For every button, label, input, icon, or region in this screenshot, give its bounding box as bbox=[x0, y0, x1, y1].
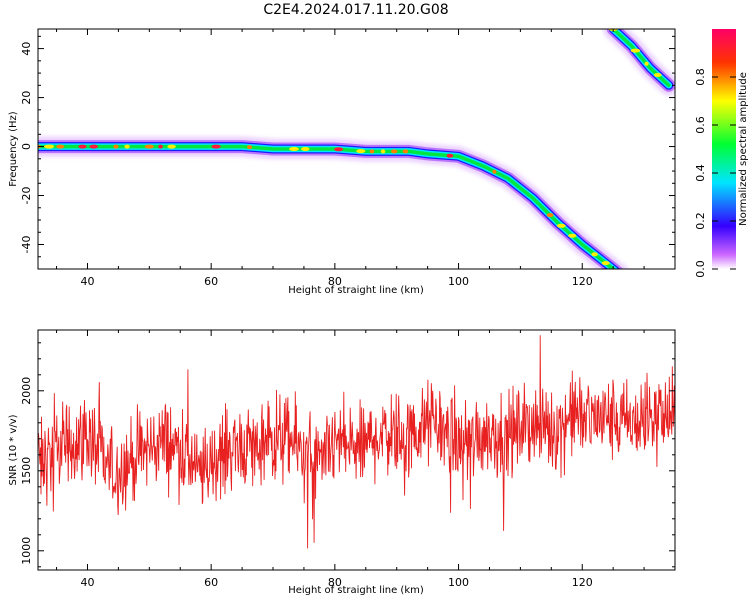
spectrogram-x-axis-label: Height of straight line (km) bbox=[288, 285, 424, 296]
spectrogram-x-tick-label: 120 bbox=[572, 275, 593, 288]
chart-title: C2E4.2024.017.11.20.G08 bbox=[263, 2, 448, 18]
trace-hotspot bbox=[144, 144, 154, 149]
trace-hotspot bbox=[391, 149, 398, 154]
spectrogram-frame bbox=[37, 28, 676, 270]
trace-hotspot bbox=[211, 144, 221, 149]
colorbar-ticks: 0.0 0.2 0.4 0.6 0.8 bbox=[694, 68, 736, 278]
snr-axes: 40 60 80 100 120 1000 1500 2000 bbox=[20, 330, 676, 589]
snr-y-axis-label: SNR (10 * v/v) bbox=[8, 414, 19, 485]
colorbar-gradient bbox=[712, 29, 736, 269]
colorbar-tick-label: 0.0 bbox=[694, 260, 707, 278]
colorbar-tick-label: 0.2 bbox=[694, 212, 707, 230]
trace-hotspot bbox=[591, 252, 598, 257]
snr-line-group bbox=[38, 335, 675, 549]
snr-frame bbox=[37, 329, 676, 571]
trace-hotspot bbox=[630, 48, 641, 53]
colorbar-tick-label: 0.4 bbox=[694, 164, 707, 182]
spectrogram-x-tick-label: 100 bbox=[448, 275, 469, 288]
trace-hotspot bbox=[402, 149, 409, 154]
spectrogram-y-tick-label: -40 bbox=[20, 236, 33, 254]
spectrogram-axes: 40 60 80 100 120 -40 -20 0 20 40 bbox=[20, 29, 676, 288]
snr-x-tick-label: 120 bbox=[572, 576, 593, 589]
colorbar-label: Normalized spectral amplitude bbox=[738, 72, 749, 226]
snr-x-tick-label: 40 bbox=[80, 576, 94, 589]
snr-panel: 40 60 80 100 120 1000 1500 2000 Height of strai… bbox=[8, 329, 676, 596]
trace-hotspot bbox=[380, 149, 386, 154]
trace-hotspot bbox=[167, 144, 176, 149]
snr-line bbox=[38, 335, 675, 549]
spectrogram-traces bbox=[38, 29, 675, 269]
trace-hotspot bbox=[446, 153, 454, 158]
spectrogram-y-axis-label: Frequency (Hz) bbox=[8, 111, 19, 187]
trace-hotspot bbox=[601, 261, 610, 266]
snr-x-tick-label: 60 bbox=[204, 576, 218, 589]
trace-hotspot bbox=[334, 147, 344, 152]
spectrogram-panel: 40 60 80 100 120 -40 -20 0 20 40 Height of straig… bbox=[8, 28, 676, 296]
colorbar: 0.0 0.2 0.4 0.6 0.8 Normalized spectral ampl… bbox=[694, 29, 749, 278]
spectrogram-x-tick-label: 80 bbox=[328, 275, 342, 288]
snr-x-tick-label: 100 bbox=[448, 576, 469, 589]
trace-hotspot bbox=[158, 144, 163, 149]
trace-hotspot bbox=[124, 144, 130, 149]
snr-x-tick-label: 80 bbox=[328, 576, 342, 589]
trace-hotspot bbox=[89, 144, 98, 149]
snr-y-tick-label: 1000 bbox=[20, 537, 33, 565]
colorbar-tick-label: 0.6 bbox=[694, 116, 707, 134]
trace-hotspot bbox=[300, 147, 310, 151]
snr-y-tick-label: 2000 bbox=[20, 377, 33, 405]
trace-hotspot bbox=[44, 144, 55, 149]
trace-hotspot bbox=[289, 147, 299, 151]
spectrogram-y-tick-label: 0 bbox=[20, 143, 33, 150]
trace-hotspot bbox=[356, 149, 366, 154]
trace-hotspot bbox=[568, 233, 577, 238]
spectrogram-x-tick-label: 60 bbox=[204, 275, 218, 288]
trace-hotspot bbox=[644, 61, 649, 66]
snr-x-axis-label: Height of straight line (km) bbox=[288, 585, 424, 596]
trace-core-green-0 bbox=[38, 144, 616, 269]
trace-hotspot bbox=[492, 169, 497, 174]
trace-hotspot bbox=[546, 213, 554, 218]
trace-hotspot bbox=[56, 144, 65, 149]
trace-hotspot bbox=[556, 223, 566, 228]
trace-hotspot bbox=[369, 149, 375, 154]
colorbar-tick-label: 0.8 bbox=[694, 68, 707, 86]
spectrogram-y-tick-label: -20 bbox=[20, 187, 33, 205]
trace-hotspot bbox=[653, 73, 662, 77]
trace-hotspot bbox=[113, 144, 119, 149]
spectrogram-y-tick-label: 20 bbox=[20, 91, 33, 105]
snr-y-tick-label: 1500 bbox=[20, 457, 33, 485]
trace-hotspot bbox=[78, 144, 87, 149]
spectrogram-x-tick-label: 40 bbox=[80, 275, 94, 288]
spectrogram-y-tick-label: 40 bbox=[20, 42, 33, 56]
trace-hotspot bbox=[247, 145, 252, 150]
